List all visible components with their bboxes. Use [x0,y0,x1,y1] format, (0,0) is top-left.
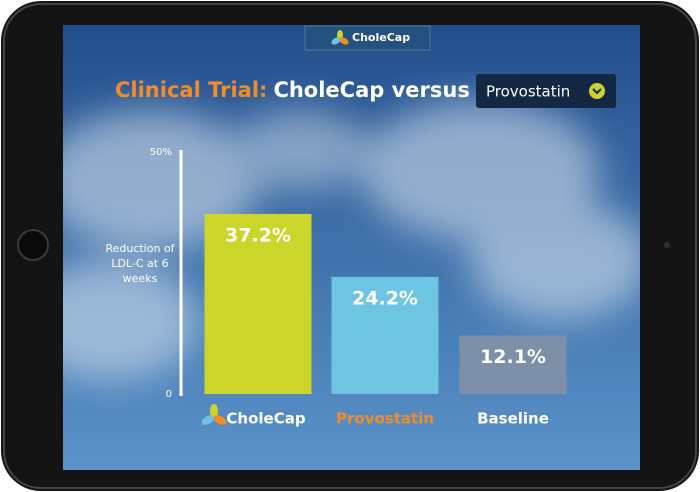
chart-title: Clinical Trial: CholeCap versus [115,78,470,102]
home-button[interactable] [17,229,49,261]
value-label: 12.1% [480,346,546,368]
value-label: 24.2% [352,287,418,309]
value-label: 37.2% [225,224,291,246]
logo-leaf [331,37,341,45]
y-tick-label: 50% [150,147,172,158]
bar [331,276,439,394]
x-tick-label: CholeCap [226,410,305,428]
selector-text[interactable]: Provostatin [486,83,570,101]
bar [204,213,312,394]
title-lead: Clinical Trial: [115,78,267,102]
y-axis-label: Reduction of LDL-C at 6 weeks [105,242,175,285]
header-tab [304,25,431,51]
logo-leaf [210,404,218,418]
selector[interactable] [476,74,616,108]
header-brand: CholeCap [352,31,410,44]
bar [459,335,567,394]
y-tick-label: 0 [166,389,172,400]
camera [664,242,670,248]
selector-chevron [592,88,602,95]
logo-leaf [339,37,349,45]
x-tick-label: Baseline [477,410,549,428]
logo-leaf [213,415,227,425]
title-rest: CholeCap versus [273,78,469,102]
clouds [63,100,640,380]
device-edge [3,3,697,489]
selector-icon[interactable] [589,83,605,99]
x-tick-label: Provostatin [336,410,434,428]
logo-leaf [201,415,215,425]
